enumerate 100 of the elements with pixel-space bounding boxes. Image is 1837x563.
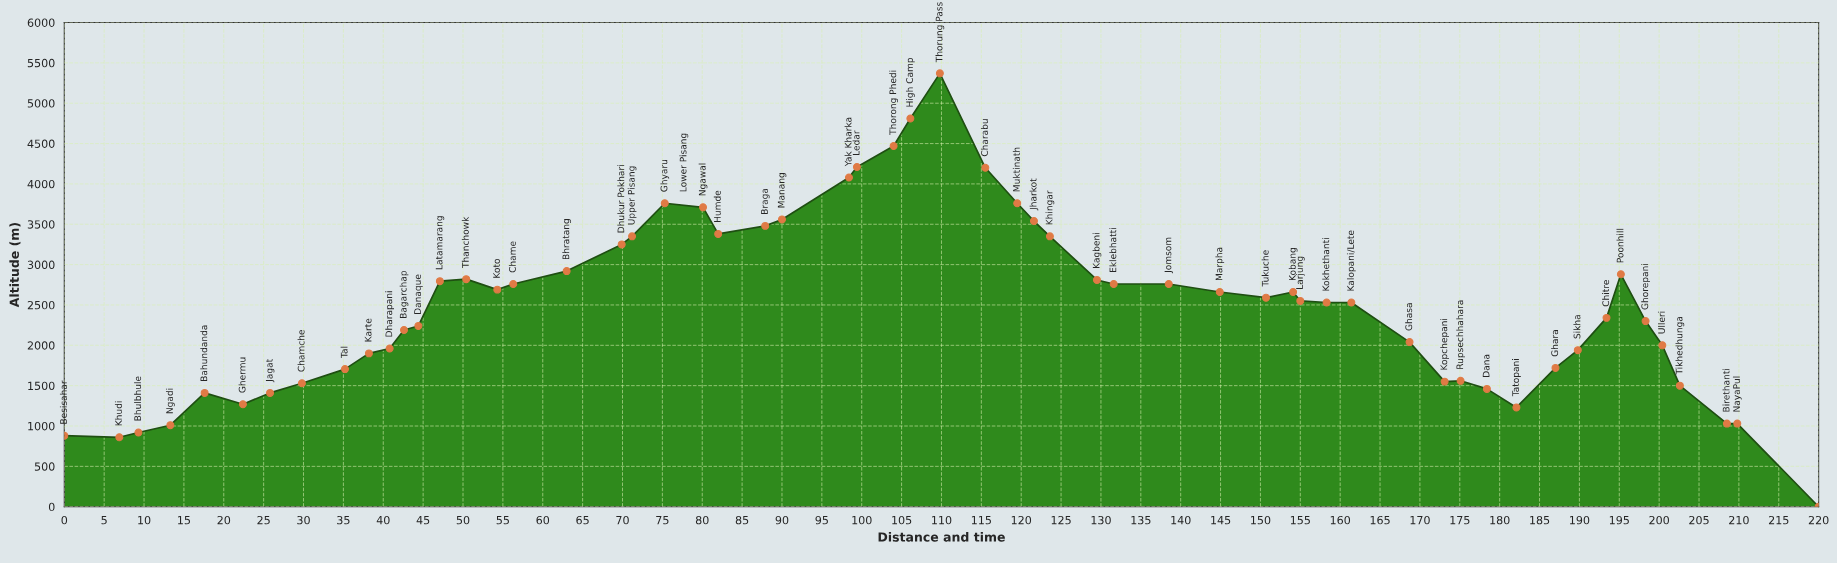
annotation: Yak Kharka <box>844 117 852 167</box>
x-tick-label: 75 <box>656 516 669 525</box>
x-axis-title: Distance and time <box>878 532 1005 542</box>
x-tick-label: 100 <box>852 515 872 525</box>
annotation: Upper Pisang <box>627 166 637 225</box>
y-tick-label: 5500 <box>27 58 55 68</box>
y-tick-label: 4000 <box>27 179 55 189</box>
annotation: Thorung Pass <box>935 2 945 63</box>
annotation: Khudi <box>114 401 122 426</box>
x-tick-label: 130 <box>1091 515 1111 525</box>
annotation: Dhukur Pokhari <box>617 165 625 233</box>
annotation: Besisahar <box>59 380 67 424</box>
x-tick-label: 105 <box>892 515 912 525</box>
annotation: Humde <box>713 190 721 222</box>
x-tick-label: 155 <box>1290 516 1310 525</box>
annotation: Kagbeni <box>1092 233 1102 268</box>
x-tick-label: 200 <box>1649 515 1670 525</box>
annotation: Thanchowk <box>461 216 469 269</box>
annotation: Ngadi <box>165 388 175 414</box>
x-tick-label: 55 <box>496 516 509 525</box>
annotation: Bagarchap <box>399 270 409 318</box>
annotation: Charabu <box>980 119 988 157</box>
annotation: Eklebhatti <box>1109 228 1117 272</box>
annotation: Tatopani <box>1512 359 1521 397</box>
annotation: Ghyaru <box>660 159 670 192</box>
y-tick-label: 5000 <box>27 99 55 108</box>
annotation: Danaque <box>414 274 423 314</box>
y-tick-label: 500 <box>34 462 55 471</box>
annotation: Braga <box>761 188 770 214</box>
annotation: Karte <box>364 318 372 342</box>
annotation: Ghermu <box>238 357 246 393</box>
annotation: Dharapani <box>385 291 395 337</box>
x-tick-label: 195 <box>1609 515 1629 525</box>
annotation: Ulleri <box>1657 311 1665 334</box>
x-tick-label: 125 <box>1051 515 1071 525</box>
y-tick-label: 3000 <box>27 260 55 269</box>
annotation: Kokhethanti <box>1322 238 1330 291</box>
x-tick-label: 50 <box>456 515 470 525</box>
x-tick-label: 140 <box>1171 515 1191 525</box>
annotation: Sikha <box>1573 315 1581 339</box>
x-tick-label: 85 <box>735 515 749 525</box>
y-tick-label: 6000 <box>27 18 55 27</box>
x-tick-label: 150 <box>1251 515 1271 525</box>
annotation: Kalopani/Lete <box>1346 230 1356 291</box>
annotation: Ghara <box>1551 330 1559 357</box>
x-tick-label: 40 <box>376 515 390 525</box>
annotation: Ghorepani <box>1641 264 1650 310</box>
x-tick-label: 95 <box>815 515 828 525</box>
annotation: Chitre <box>1602 280 1610 307</box>
y-tick-label: 3500 <box>27 220 55 229</box>
annotation: Ghasa <box>1405 303 1413 331</box>
annotation: Khingar <box>1045 190 1055 225</box>
annotation: Chame <box>508 241 516 273</box>
annotation: Rupsechhahara <box>1456 300 1465 369</box>
annotation: Kobang <box>1288 248 1298 281</box>
annotation: Tikhedhunga <box>1675 316 1685 375</box>
annotation: Muktinath <box>1012 147 1020 192</box>
x-tick-label: 115 <box>971 516 991 525</box>
annotation: Jomsom <box>1164 237 1174 274</box>
annotation: Latamarang <box>435 216 445 270</box>
y-tick-label: 2000 <box>27 341 55 350</box>
y-tick-label: 0 <box>48 502 55 512</box>
annotation: Jagat <box>265 359 275 383</box>
annotation: Larjung <box>1295 256 1305 289</box>
annotation: Birethanti <box>1722 368 1730 412</box>
x-tick-label: 180 <box>1490 515 1510 525</box>
x-tick-label: 70 <box>616 515 629 525</box>
annotation: Thorong Phedi <box>889 70 898 135</box>
annotation: Kopchepani <box>1440 318 1450 370</box>
x-tick-label: 210 <box>1729 515 1749 525</box>
x-tick-label: 205 <box>1689 515 1709 525</box>
x-tick-label: 90 <box>775 515 789 525</box>
x-tick-label: 215 <box>1768 515 1789 525</box>
x-tick-label: 120 <box>1011 515 1032 525</box>
x-tick-label: 60 <box>536 515 550 525</box>
x-tick-label: 110 <box>932 515 952 525</box>
y-tick-label: 1500 <box>28 381 55 391</box>
x-tick-label: 10 <box>138 515 151 525</box>
x-tick-label: 45 <box>416 516 430 525</box>
x-tick-label: 80 <box>695 515 709 525</box>
annotation: Marpha <box>1215 247 1225 281</box>
annotation: Jharkot <box>1029 178 1039 211</box>
annotation: NayaPul <box>1732 376 1742 412</box>
x-tick-label: 35 <box>337 515 350 525</box>
annotation: Bhratang <box>562 219 572 260</box>
annotation: Chamche <box>297 330 305 372</box>
y-axis-title: Altitude (m) <box>9 223 21 308</box>
x-tick-label: 135 <box>1131 515 1151 525</box>
x-tick-label: 0 <box>61 515 68 525</box>
annotation: Ngawal <box>698 163 708 196</box>
x-tick-label: 160 <box>1330 515 1351 525</box>
x-tick-label: 185 <box>1530 515 1550 525</box>
annotation: Tukuche <box>1261 250 1269 287</box>
x-tick-label: 15 <box>178 516 191 525</box>
x-tick-label: 175 <box>1450 516 1470 525</box>
annotation: Ledar <box>852 130 860 155</box>
annotation: Manang <box>777 173 787 208</box>
annotation: Lower Pisang <box>679 133 689 192</box>
x-tick-label: 145 <box>1211 516 1231 525</box>
x-tick-label: 170 <box>1410 515 1430 525</box>
